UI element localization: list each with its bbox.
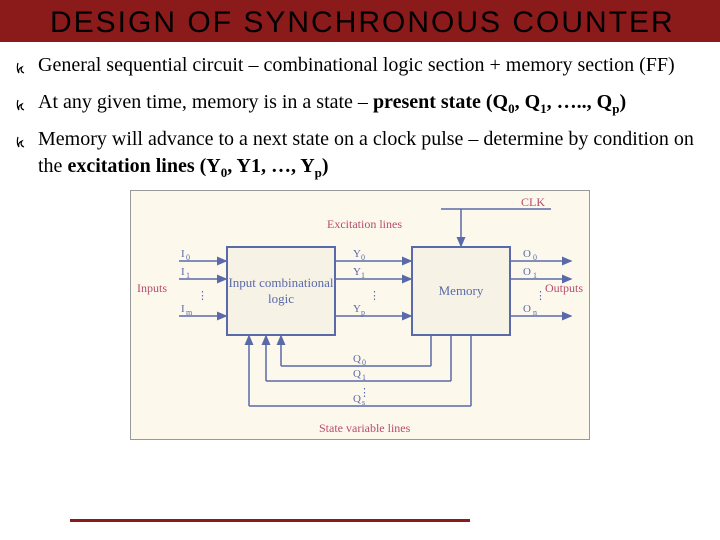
block-diagram: Input combinational logic Memory CLK Exc…	[130, 190, 590, 440]
svg-text:⋮: ⋮	[197, 290, 208, 302]
svg-text:O: O	[523, 266, 531, 278]
bullet-text: Memory will advance to a next state on a…	[38, 126, 700, 182]
bullet-text: At any given time, memory is in a state …	[38, 89, 700, 118]
svg-text:1: 1	[533, 271, 537, 280]
bullet-bold: (Q0, Q1, ….., Qp)	[486, 91, 626, 113]
svg-text:Y: Y	[353, 303, 361, 315]
page-title: DESIGN OF SYNCHRONOUS COUNTER	[50, 6, 710, 40]
statevars-label: State variable lines	[319, 421, 410, 436]
bullet-icon	[14, 132, 34, 159]
bullet-item: Memory will advance to a next state on a…	[14, 126, 700, 182]
bullet-item: General sequential circuit – combination…	[14, 52, 700, 85]
svg-text:1: 1	[186, 271, 190, 280]
inputs-label: Inputs	[137, 281, 167, 296]
svg-text:1: 1	[361, 271, 365, 280]
svg-text:Y: Y	[353, 266, 361, 278]
outputs-label: Outputs	[545, 281, 583, 296]
svg-text:O: O	[523, 248, 531, 260]
logic-block: Input combinational logic	[226, 246, 336, 336]
svg-text:I: I	[181, 248, 185, 260]
svg-text:p: p	[361, 308, 365, 317]
svg-text:0: 0	[361, 253, 365, 262]
svg-text:0: 0	[362, 358, 366, 367]
bullet-item: At any given time, memory is in a state …	[14, 89, 700, 122]
svg-text:⋮: ⋮	[359, 387, 370, 399]
bullet-icon	[14, 58, 34, 85]
svg-text:n: n	[533, 308, 537, 317]
svg-text:⋮: ⋮	[369, 290, 380, 302]
svg-text:m: m	[186, 308, 193, 317]
svg-text:1: 1	[362, 373, 366, 382]
memory-block: Memory	[411, 246, 511, 336]
bullet-bold: excitation lines (Y0, Y1, …, Yp)	[67, 155, 328, 177]
svg-text:Q: Q	[353, 368, 361, 380]
bullet-bold: present state	[373, 91, 481, 113]
svg-text:O: O	[523, 303, 531, 315]
diagram-container: Input combinational logic Memory CLK Exc…	[0, 190, 720, 440]
bullet-plain: At any given time, memory is in a state …	[38, 91, 373, 113]
svg-text:Q: Q	[353, 393, 361, 405]
svg-text:Q: Q	[353, 353, 361, 365]
svg-text:I: I	[181, 303, 185, 315]
bullet-text: General sequential circuit – combination…	[38, 52, 700, 79]
clk-label: CLK	[521, 195, 545, 210]
svg-text:Y: Y	[353, 248, 361, 260]
excitation-label: Excitation lines	[327, 217, 402, 232]
bullet-list: General sequential circuit – combination…	[0, 42, 720, 182]
svg-text:I: I	[181, 266, 185, 278]
svg-text:s: s	[362, 398, 365, 407]
svg-text:0: 0	[186, 253, 190, 262]
bullet-icon	[14, 95, 34, 122]
footer-rule	[70, 519, 470, 522]
svg-text:0: 0	[533, 253, 537, 262]
